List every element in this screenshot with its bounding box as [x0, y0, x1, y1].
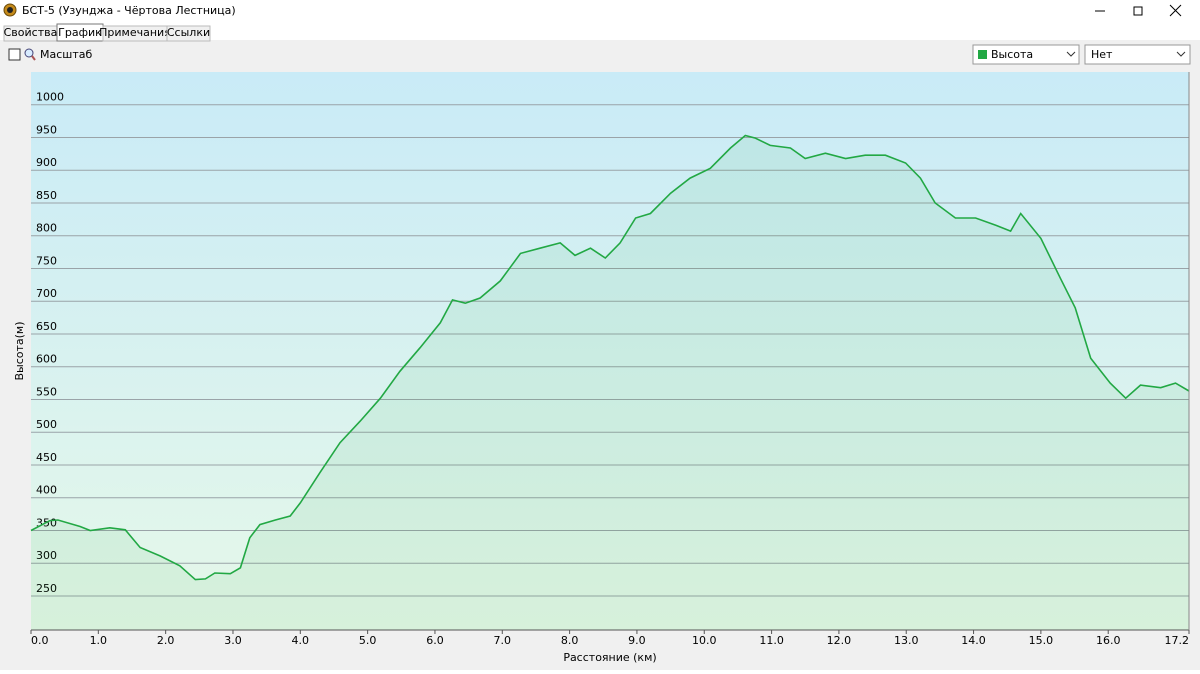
- tab[interactable]: [166, 25, 211, 42]
- y-tick-label: 500: [36, 418, 57, 431]
- tab-label: Ссылки: [167, 26, 210, 39]
- x-tick-label: 17.2: [1165, 634, 1190, 647]
- window-title: БСТ-5 (Узунджа - Чёртова Лестница): [22, 4, 236, 17]
- y-tick-label: 850: [36, 189, 57, 202]
- y-tick-label: 950: [36, 123, 57, 136]
- zoom-icon: [24, 48, 34, 58]
- scale-checkbox[interactable]: [8, 48, 21, 61]
- x-tick-label: 4.0: [292, 634, 310, 647]
- x-tick-label: 14.0: [961, 634, 986, 647]
- x-tick-label: 15.0: [1029, 634, 1054, 647]
- x-tick-label: 0.0: [31, 634, 49, 647]
- y-tick-label: 450: [36, 451, 57, 464]
- y-tick-label: 600: [36, 353, 57, 366]
- tab-label: Примечания: [99, 26, 171, 39]
- y-axis-title: Высота(м): [13, 321, 26, 380]
- x-tick-label: 13.0: [894, 634, 919, 647]
- close-button[interactable]: [1169, 4, 1182, 17]
- y-tick-label: 750: [36, 254, 57, 267]
- restore-button[interactable]: [1133, 6, 1143, 16]
- second-select-text: Нет: [1091, 48, 1113, 61]
- x-tick-label: 8.0: [561, 634, 579, 647]
- series-select-text: Высота: [991, 48, 1033, 61]
- x-tick-label: 16.0: [1096, 634, 1121, 647]
- x-tick-label: 11.0: [759, 634, 784, 647]
- second-select[interactable]: [1084, 44, 1191, 65]
- tab-label: Свойства: [4, 26, 58, 39]
- y-tick-label: 300: [36, 549, 57, 562]
- y-tick-label: 900: [36, 156, 57, 169]
- tab-label: График: [58, 26, 102, 39]
- x-tick-label: 1.0: [90, 634, 108, 647]
- y-tick-label: 650: [36, 320, 57, 333]
- x-axis-title: Расстояние (км): [563, 651, 656, 664]
- series-select[interactable]: [972, 44, 1080, 65]
- y-tick-label: 800: [36, 222, 57, 235]
- zoom-icon-handle: [31, 55, 36, 61]
- area: [31, 135, 1189, 630]
- x-tick-label: 5.0: [359, 634, 377, 647]
- scale-label: Масштаб: [40, 48, 92, 61]
- dropdown-arrow: [1176, 51, 1186, 57]
- x-tick-label: 2.0: [157, 634, 175, 647]
- x-tick-label: 7.0: [494, 634, 512, 647]
- x-tick-label: 12.0: [827, 634, 852, 647]
- y-tick-label: 400: [36, 484, 57, 497]
- y-tick-label: 1000: [36, 91, 64, 104]
- x-tick-label: 9.0: [628, 634, 646, 647]
- series-swatch: [978, 50, 987, 59]
- dropdown-arrow: [1066, 51, 1076, 57]
- plot-area: [31, 72, 1189, 630]
- y-tick-label: 550: [36, 385, 57, 398]
- y-tick-label: 700: [36, 287, 57, 300]
- x-tick-label: 10.0: [692, 634, 717, 647]
- app-icon-core: [7, 7, 13, 13]
- y-tick-label: 250: [36, 582, 57, 595]
- x-tick-label: 6.0: [426, 634, 444, 647]
- elevation-line: [30, 134, 1190, 581]
- x-tick-label: 3.0: [224, 634, 242, 647]
